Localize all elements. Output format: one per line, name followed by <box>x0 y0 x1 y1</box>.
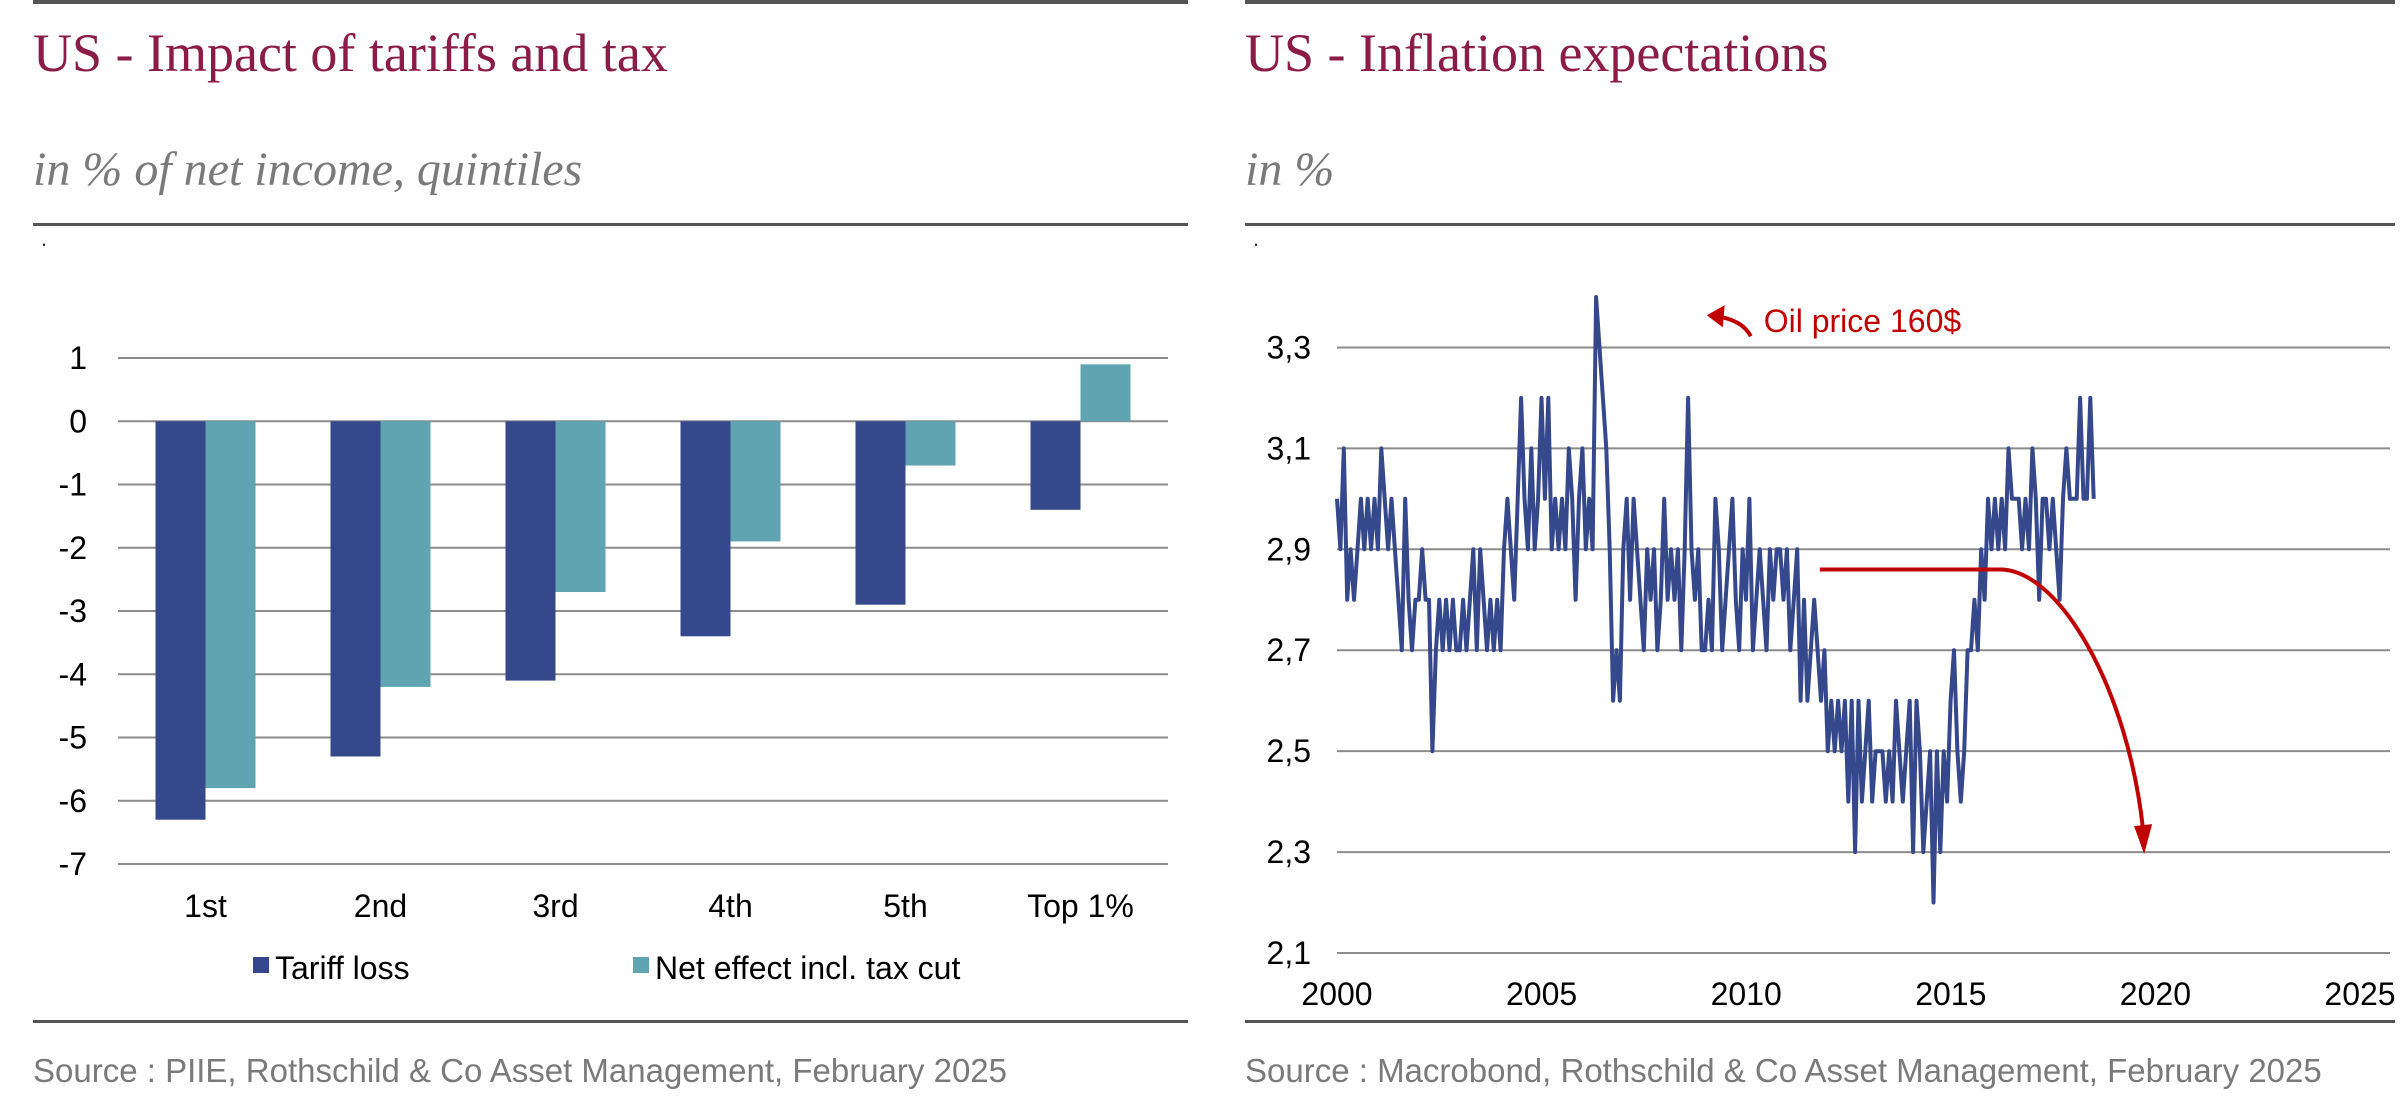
y-tick-label: 2,9 <box>1267 531 1311 567</box>
y-tick-label: -5 <box>59 720 87 756</box>
left-chart-panel: US - Impact of tariffs and tax in % of n… <box>33 0 1188 1115</box>
bar <box>205 421 256 789</box>
y-tick-label: 2,7 <box>1267 632 1311 668</box>
dot-marker: . <box>1253 226 1260 251</box>
y-tick-label: -1 <box>59 467 87 503</box>
y-tick-label: -3 <box>59 593 87 629</box>
bar <box>1080 364 1131 422</box>
y-tick-label: 2,5 <box>1267 733 1311 769</box>
bar <box>855 421 906 605</box>
x-tick-label: 2020 <box>2120 976 2191 1012</box>
x-tick-label: 2nd <box>354 888 407 924</box>
series-line <box>1335 295 2096 905</box>
y-tick-label: -6 <box>59 783 87 819</box>
bar <box>155 421 206 820</box>
bar <box>730 421 781 542</box>
source-note: Source : PIIE, Rothschild & Co Asset Man… <box>33 1052 1007 1089</box>
chart-subtitle: in % of net income, quintiles <box>33 143 583 196</box>
x-tick-label: 1st <box>184 888 227 924</box>
bar <box>680 421 731 637</box>
top-rule <box>1245 0 2395 4</box>
chart-title: US - Impact of tariffs and tax <box>33 23 668 83</box>
trend-arrow <box>1819 567 2146 831</box>
chart-subtitle: in % <box>1245 143 1335 196</box>
legend-swatch <box>253 957 269 973</box>
top-rule <box>33 0 1188 4</box>
x-tick-label: 2010 <box>1711 976 1782 1012</box>
dot-marker: . <box>41 226 48 251</box>
source-note: Source : Macrobond, Rothschild & Co Asse… <box>1245 1052 2322 1089</box>
x-tick-label: 2000 <box>1301 976 1372 1012</box>
x-tick-label: 2015 <box>1915 976 1986 1012</box>
bar <box>1030 421 1081 510</box>
header-rule <box>1245 223 2395 226</box>
bottom-rule <box>33 1020 1188 1023</box>
bar <box>380 421 431 687</box>
chart-title: US - Inflation expectations <box>1245 23 1829 83</box>
x-tick-label: 2025 <box>2324 976 2395 1012</box>
annotation-label: Oil price 160$ <box>1764 303 1962 339</box>
y-tick-label: 3,1 <box>1267 430 1311 466</box>
x-tick-label: 5th <box>883 888 927 924</box>
bar-chart: 1 0 -1 -2 -3 -4 -5 -6 -7 1st 2nd 3rd 4th 5th Top 1% Tar… <box>59 340 1168 986</box>
x-tick-label: 3rd <box>532 888 578 924</box>
bottom-rule <box>1245 1020 2395 1023</box>
arrowhead <box>1706 305 1725 328</box>
bar <box>905 421 956 466</box>
line-chart: 3,3 3,1 2,9 2,7 2,5 2,3 2,1 2000 2005 2010 2015 202… <box>1267 295 2396 1012</box>
x-tick-label: Top 1% <box>1027 888 1134 924</box>
y-tick-label: 0 <box>69 403 87 439</box>
y-tick-label: 1 <box>69 340 87 376</box>
bar <box>555 421 606 593</box>
legend-swatch <box>633 957 649 973</box>
header-rule <box>33 223 1188 226</box>
bar <box>505 421 556 681</box>
arrowhead <box>2134 824 2153 855</box>
bar <box>330 421 381 757</box>
x-tick-label: 2005 <box>1506 976 1577 1012</box>
legend-label: Net effect incl. tax cut <box>655 950 960 986</box>
y-tick-label: -2 <box>59 530 87 566</box>
y-tick-label: 2,3 <box>1267 834 1311 870</box>
y-tick-label: -4 <box>59 656 87 692</box>
y-tick-label: -7 <box>59 846 87 882</box>
legend-label: Tariff loss <box>275 950 410 986</box>
y-tick-label: 2,1 <box>1267 935 1311 971</box>
right-chart-panel: US - Inflation expectations in % . 3,3 3,… <box>1245 0 2396 1115</box>
x-tick-label: 4th <box>708 888 752 924</box>
y-tick-label: 3,3 <box>1267 329 1311 365</box>
